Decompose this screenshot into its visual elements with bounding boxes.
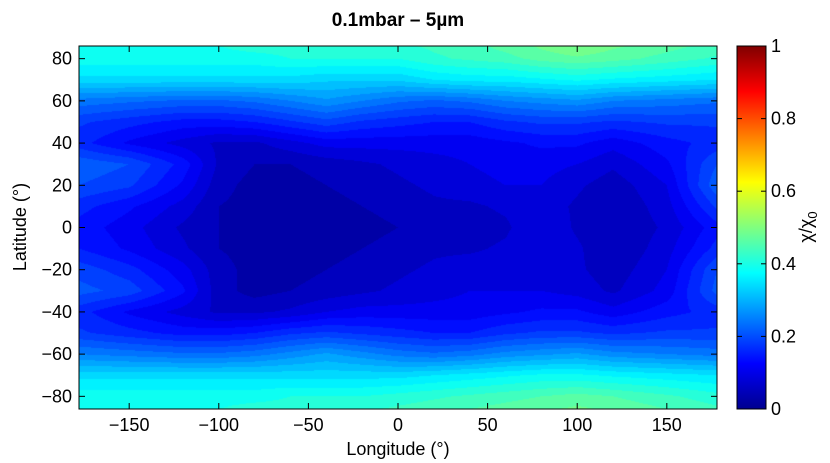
y-axis: 80 60 40 20 0 −20 −40 −60 −80 [41, 49, 717, 406]
x-axis: −150 −100 −50 0 50 100 150 [109, 46, 682, 435]
y-tick-label: 60 [52, 91, 72, 111]
x-tick-label: 150 [652, 415, 682, 435]
colorbar-ticks: 0 0.2 0.4 0.6 0.8 1 [737, 36, 796, 419]
y-tick-label: 0 [62, 218, 72, 238]
colorbar-tick-label: 1 [771, 36, 781, 56]
y-tick-label: 20 [52, 175, 72, 195]
colorbar-tick-label: 0.8 [771, 109, 796, 129]
colorbar-tick-label: 0.6 [771, 181, 796, 201]
colorbar-tick-label: 0.2 [771, 326, 796, 346]
x-tick-label: 0 [393, 415, 403, 435]
x-tick-label: 50 [478, 415, 498, 435]
chart-title-unit: µm [436, 10, 464, 31]
y-tick-label: −20 [41, 260, 72, 280]
y-tick-label: −60 [41, 344, 72, 364]
colorbar-label: χ/χ0 [796, 211, 820, 242]
colorbar-tick-label: 0 [771, 399, 781, 419]
x-tick-label: −50 [293, 415, 324, 435]
y-tick-label: 80 [52, 49, 72, 69]
chart-title: 0.1mbar – 5µm [332, 10, 464, 31]
x-tick-label: 100 [562, 415, 592, 435]
y-tick-label: −40 [41, 302, 72, 322]
heatmap-canvas [79, 46, 717, 409]
x-tick-label: −100 [199, 415, 240, 435]
colorbar-label-subscript: 0 [805, 211, 820, 218]
colorbar-tick-label: 0.4 [771, 254, 796, 274]
y-tick-label: −80 [41, 386, 72, 406]
y-axis-label: Latitude (°) [10, 183, 30, 271]
heatmap-plot [78, 45, 718, 410]
chart-title-text: 0.1mbar – 5 [332, 10, 437, 31]
colorbar: 00.20.40.60.81 χ/χ0 [736, 36, 820, 419]
colorbar-gradient [736, 45, 767, 410]
x-tick-label: −150 [109, 415, 150, 435]
y-tick-label: 40 [52, 133, 72, 153]
colorbar-label-text: χ/χ [796, 218, 816, 242]
x-axis-label: Longitude (°) [346, 439, 449, 459]
